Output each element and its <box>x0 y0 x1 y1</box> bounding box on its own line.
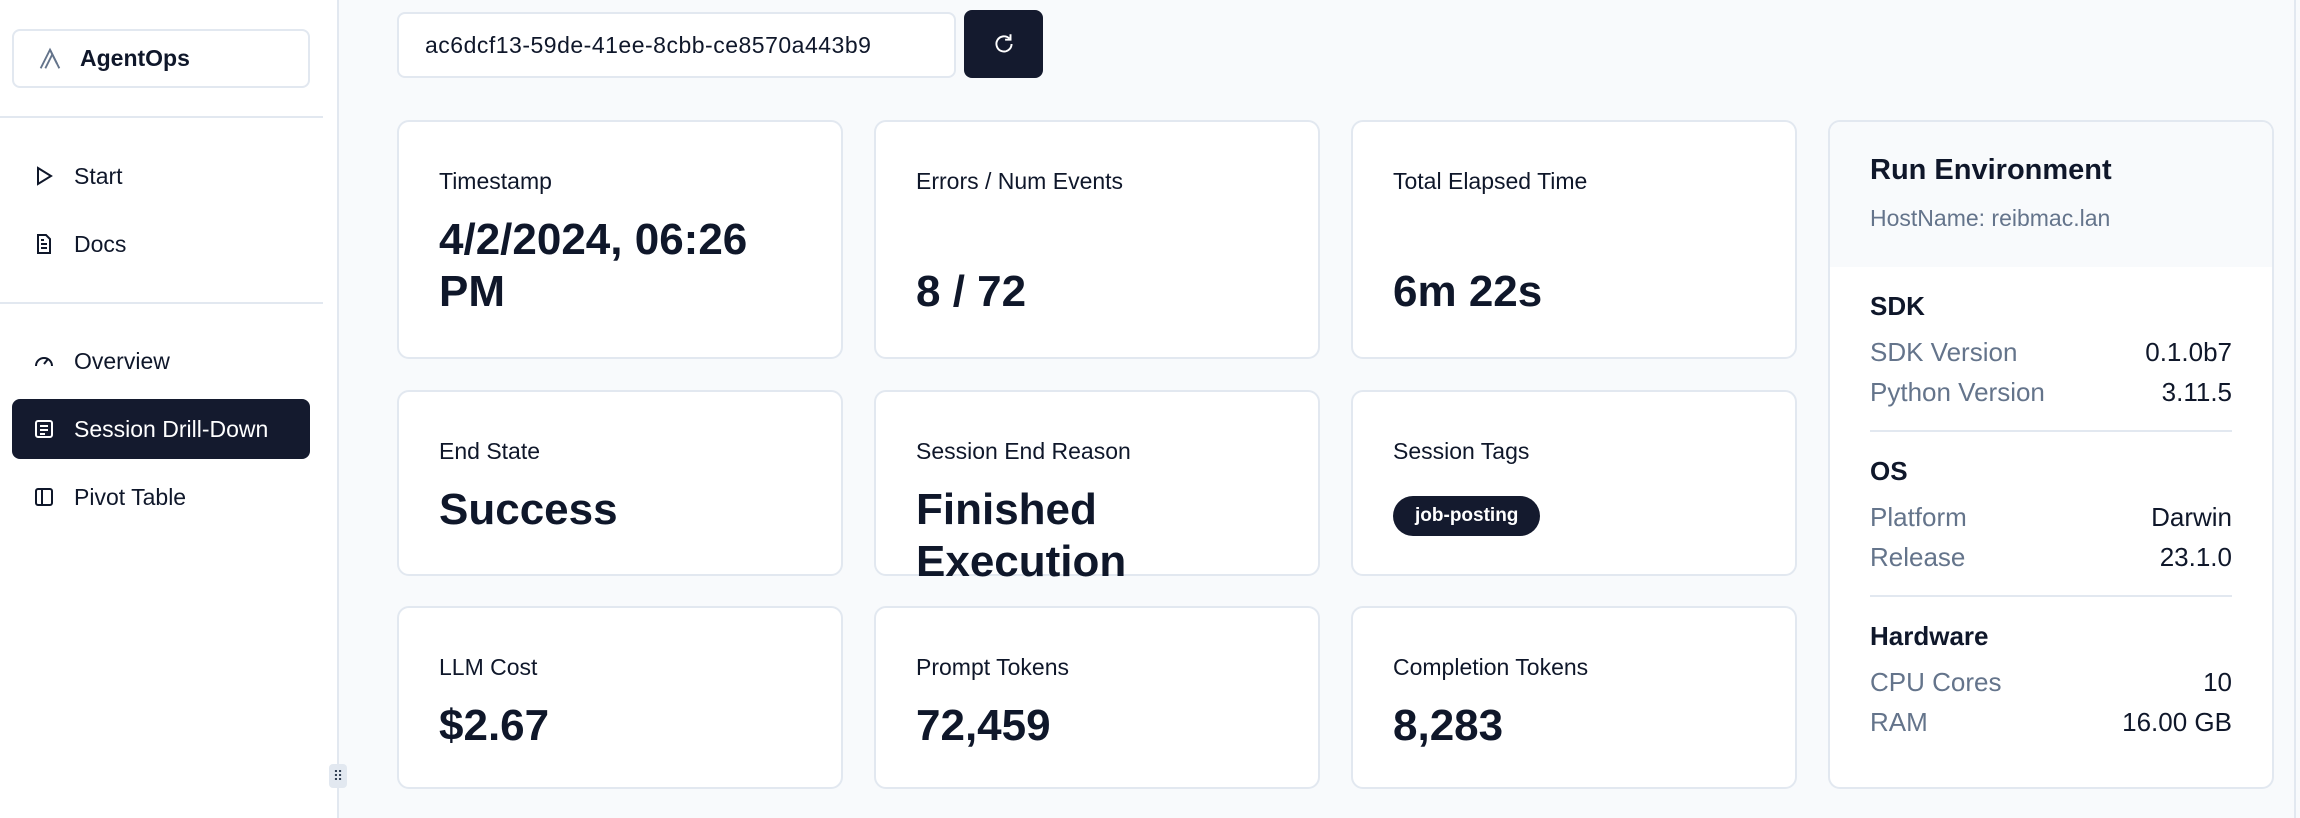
env-row: SDK Version 0.1.0b7 <box>1870 332 2232 372</box>
row-key: CPU Cores <box>1870 667 2002 697</box>
card-completion-tokens: Completion Tokens 8,283 <box>1351 606 1797 789</box>
session-id-input[interactable]: ac6dcf13-59de-41ee-8cbb-ce8570a443b9 <box>397 12 956 78</box>
env-row: RAM 16.00 GB <box>1870 702 2232 742</box>
card-label: LLM Cost <box>439 654 538 680</box>
section-title: SDK <box>1870 291 1925 321</box>
env-row: Python Version 3.11.5 <box>1870 372 2232 412</box>
card-llm-cost: LLM Cost $2.67 <box>397 606 843 789</box>
nav-label: Session Drill-Down <box>74 415 269 442</box>
sidebar-resize-handle[interactable]: ⠿ <box>329 764 347 788</box>
refresh-icon <box>994 34 1013 53</box>
card-label: Session Tags <box>1393 438 1530 464</box>
card-errors-events: Errors / Num Events 8 / 72 <box>874 120 1320 359</box>
nav-docs[interactable]: Docs <box>12 214 310 274</box>
scrollbar[interactable] <box>2294 0 2296 818</box>
nav-session-drill-down[interactable]: Session Drill-Down <box>12 399 310 459</box>
card-value: 8,283 <box>1393 701 1504 750</box>
play-icon <box>37 166 53 186</box>
card-elapsed-time: Total Elapsed Time 6m 22s <box>1351 120 1797 359</box>
tag-badge[interactable]: job-posting <box>1393 496 1541 536</box>
nav-start[interactable]: Start <box>12 146 310 206</box>
card-label: Prompt Tokens <box>916 654 1069 680</box>
brand-button[interactable]: AgentOps <box>12 29 310 88</box>
card-end-state: End State Success <box>397 390 843 576</box>
card-label: Timestamp <box>439 168 552 194</box>
card-value: Success <box>439 485 618 534</box>
env-row: CPU Cores 10 <box>1870 662 2232 702</box>
row-value: 0.1.0b7 <box>2145 337 2232 367</box>
card-value: $2.67 <box>439 701 550 750</box>
nav-label: Docs <box>74 230 127 257</box>
sidebar: AgentOps Start Docs Overview Session Dri… <box>0 0 339 818</box>
brand-name: AgentOps <box>80 45 190 71</box>
env-hostname: HostName: reibmac.lan <box>1870 205 2111 231</box>
row-value: 16.00 GB <box>2122 707 2232 737</box>
card-session-tags: Session Tags job-posting <box>1351 390 1797 576</box>
nav-label: Pivot Table <box>74 483 187 510</box>
env-title: Run Environment <box>1870 154 2112 186</box>
env-row: Release 23.1.0 <box>1870 537 2232 577</box>
section-title: OS <box>1870 456 1908 486</box>
card-value: Finished Execution <box>916 485 1127 586</box>
row-key: Python Version <box>1870 377 2045 407</box>
panel-icon <box>35 488 53 506</box>
agentops-logo-icon <box>39 47 61 69</box>
nav-label: Overview <box>74 347 170 374</box>
nav-overview[interactable]: Overview <box>12 331 310 391</box>
card-label: End State <box>439 438 541 464</box>
env-section-sdk: SDK SDK Version 0.1.0b7 Python Version 3.1… <box>1830 291 2272 412</box>
refresh-button[interactable] <box>964 10 1043 78</box>
row-value: 10 <box>2203 667 2232 697</box>
card-label: Completion Tokens <box>1393 654 1589 680</box>
row-key: RAM <box>1870 707 1928 737</box>
card-value: 8 / 72 <box>916 267 1027 316</box>
card-label: Session End Reason <box>916 438 1131 464</box>
divider <box>1870 430 2232 432</box>
row-value: 3.11.5 <box>2161 377 2232 407</box>
nav-pivot-table[interactable]: Pivot Table <box>12 467 310 527</box>
divider <box>0 302 323 304</box>
card-end-reason: Session End Reason Finished Execution <box>874 390 1320 586</box>
card-value: 6m 22s <box>1393 267 1543 316</box>
env-section-hardware: Hardware CPU Cores 10 RAM 16.00 GB <box>1830 621 2272 742</box>
card-value: 72,459 <box>916 701 1051 750</box>
nav-label: Start <box>74 162 123 189</box>
row-key: Platform <box>1870 502 1967 532</box>
card-value: 4/2/2024, 06:26 PM <box>439 215 748 316</box>
document-icon <box>37 234 51 254</box>
gauge-icon <box>35 357 53 367</box>
divider <box>0 116 323 118</box>
card-timestamp: Timestamp 4/2/2024, 06:26 PM <box>397 120 843 359</box>
divider <box>1870 595 2232 597</box>
env-section-os: OS Platform Darwin Release 23.1.0 <box>1830 456 2272 577</box>
card-label: Errors / Num Events <box>916 168 1124 194</box>
row-key: SDK Version <box>1870 337 2018 367</box>
env-header: Run Environment HostName: reibmac.lan <box>1830 122 2272 267</box>
row-value: Darwin <box>2151 502 2232 532</box>
env-row: Platform Darwin <box>1870 497 2232 537</box>
card-prompt-tokens: Prompt Tokens 72,459 <box>874 606 1320 789</box>
row-value: 23.1.0 <box>2159 542 2232 572</box>
row-key: Release <box>1870 542 1966 572</box>
card-label: Total Elapsed Time <box>1393 168 1588 194</box>
run-environment-panel: Run Environment HostName: reibmac.lan SD… <box>1828 120 2274 789</box>
section-title: Hardware <box>1870 621 1989 651</box>
list-icon <box>35 420 53 438</box>
